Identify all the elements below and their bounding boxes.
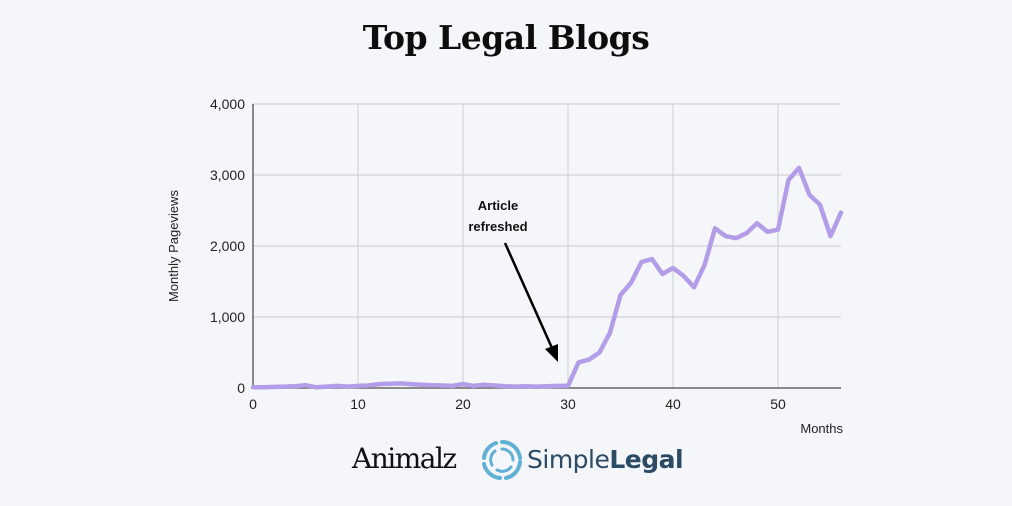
- x-tick-label: 40: [665, 396, 681, 412]
- x-tick-label: 10: [350, 396, 366, 412]
- annotation-line1: Article: [478, 198, 518, 213]
- y-tick-label: 0: [237, 380, 245, 396]
- gridlines: [253, 103, 841, 388]
- pageviews-line: [250, 165, 844, 390]
- x-axis-label: Months: [800, 421, 843, 436]
- simplelegal-bold: Legal: [609, 445, 684, 474]
- animalz-logo: Animalz: [352, 442, 457, 475]
- simplelegal-swirl-icon: [482, 439, 522, 480]
- x-tick-label: 30: [560, 396, 576, 412]
- simplelegal-logo-text: SimpleLegal: [527, 445, 684, 474]
- x-tick-label: 50: [770, 396, 786, 412]
- simplelegal-light: Simple: [527, 445, 610, 474]
- y-tick-label: 1,000: [210, 309, 245, 325]
- y-tick-label: 2,000: [210, 238, 245, 254]
- annotation-arrow-head: [545, 344, 558, 362]
- tick-labels: 0 1,000 2,000 3,000 4,000 0 10 20 30 40 50: [210, 96, 786, 412]
- logo-row: Animalz SimpleLegal: [0, 436, 1012, 486]
- x-tick-label: 20: [455, 396, 471, 412]
- annotation-line2: refreshed: [468, 219, 527, 234]
- x-tick-label: 0: [249, 396, 257, 412]
- y-tick-label: 4,000: [210, 96, 245, 112]
- annotation-arrow-shaft: [503, 242, 554, 349]
- chart-title: Top Legal Blogs: [362, 18, 650, 57]
- y-tick-label: 3,000: [210, 167, 245, 183]
- annotation: Article refreshed: [468, 198, 558, 362]
- y-axis-label: Monthly Pageviews: [166, 190, 181, 302]
